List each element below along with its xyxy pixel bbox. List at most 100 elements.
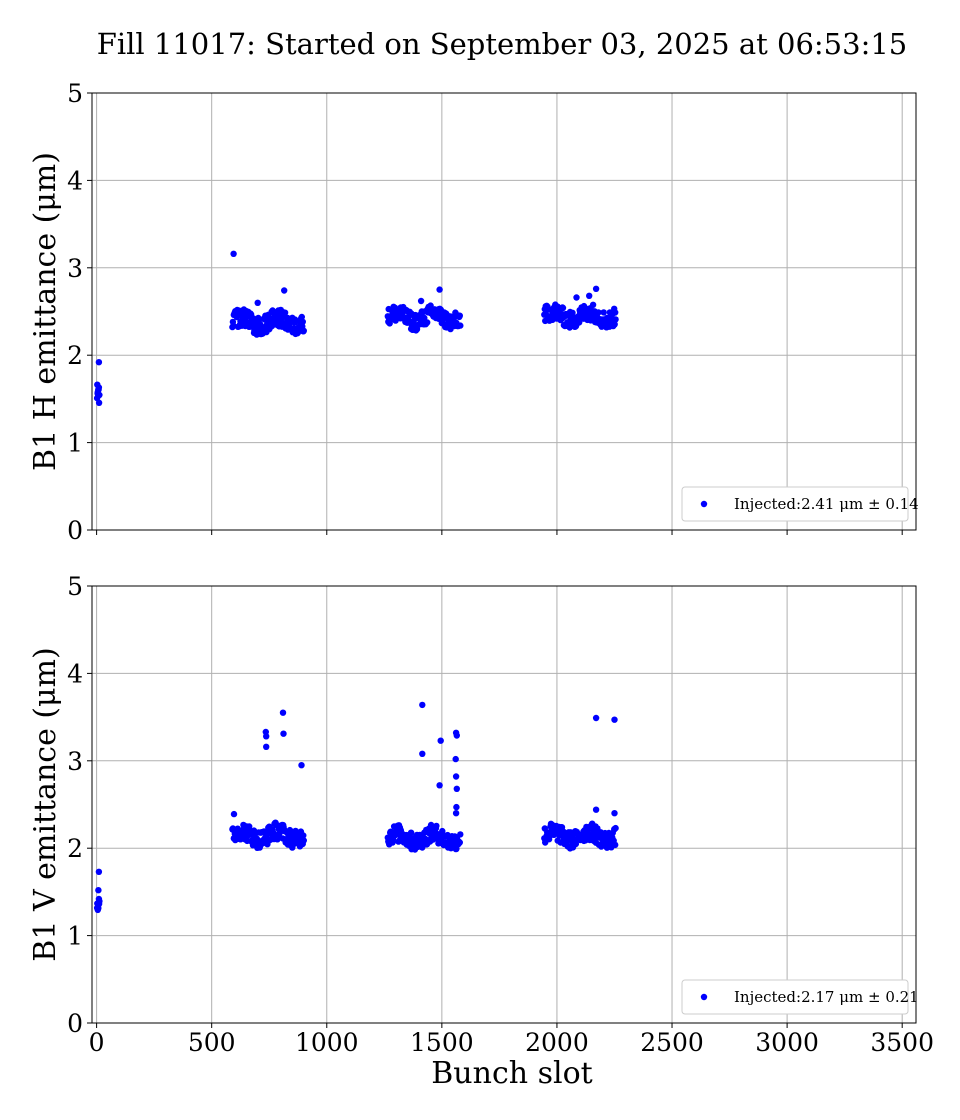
x-tick-label: 0 xyxy=(89,1028,105,1057)
data-point xyxy=(436,782,443,789)
data-point xyxy=(611,321,618,328)
x-axis-label: Bunch slot xyxy=(431,1056,592,1091)
data-point xyxy=(569,309,576,316)
data-point xyxy=(96,898,103,905)
data-point xyxy=(573,294,580,301)
data-point xyxy=(300,837,307,844)
data-point xyxy=(595,309,602,316)
legend-label: Injected:2.41 μm ± 0.14 xyxy=(734,495,919,513)
data-point xyxy=(279,709,287,716)
data-point xyxy=(263,743,270,750)
y-axis-label: B1 H emittance (μm) xyxy=(28,152,63,471)
data-point xyxy=(600,309,607,316)
figure-title: Fill 11017: Started on September 03, 202… xyxy=(97,27,908,61)
data-point xyxy=(95,359,103,366)
data-point xyxy=(300,832,307,839)
y-tick-label: 0 xyxy=(67,516,83,545)
data-point xyxy=(611,716,618,723)
y-tick-label: 2 xyxy=(67,834,83,863)
data-point xyxy=(95,384,103,391)
x-tick-label: 1500 xyxy=(410,1028,474,1057)
data-point xyxy=(300,327,307,334)
data-point xyxy=(559,304,567,312)
legend-box xyxy=(681,486,909,522)
data-point xyxy=(456,312,463,319)
data-point xyxy=(298,762,305,769)
x-tick-label: 3000 xyxy=(755,1028,819,1057)
data-point xyxy=(612,309,619,316)
data-point xyxy=(589,301,597,308)
legend-marker xyxy=(700,500,708,508)
y-tick-label: 0 xyxy=(67,1009,83,1038)
data-point xyxy=(453,803,460,811)
data-point xyxy=(437,737,444,744)
y-axis-label: B1 V emittance (μm) xyxy=(28,647,63,961)
data-point xyxy=(419,701,426,709)
plot-frame xyxy=(91,92,917,531)
y-tick-label: 4 xyxy=(67,659,83,688)
y-tick-label: 1 xyxy=(67,429,83,458)
data-point xyxy=(456,839,463,846)
y-tick-label: 3 xyxy=(67,254,83,283)
data-point xyxy=(611,810,618,817)
x-tick-label: 2500 xyxy=(640,1028,704,1057)
legend-marker xyxy=(700,993,708,1001)
legend: Injected:2.17 μm ± 0.21 xyxy=(681,979,919,1015)
data-point xyxy=(612,824,619,832)
data-point xyxy=(281,287,288,294)
data-point xyxy=(612,841,619,849)
data-point xyxy=(453,785,460,792)
data-point xyxy=(96,391,103,399)
data-point xyxy=(230,810,238,818)
data-point xyxy=(612,316,619,323)
data-point xyxy=(419,750,426,757)
data-point xyxy=(424,319,431,326)
panel-2: 0 500 1000 1500 2000 2500 3000 3500 0 1 2 3 4 5 B1 V e… xyxy=(28,572,934,1091)
data-point xyxy=(280,730,287,737)
data-point xyxy=(433,822,440,830)
data-point xyxy=(291,316,299,323)
x-tick-label: 3500 xyxy=(870,1028,934,1057)
data-point xyxy=(230,250,237,257)
data-point xyxy=(281,309,289,316)
data-point xyxy=(586,292,593,299)
y-tick-label: 3 xyxy=(67,747,83,776)
data-point xyxy=(453,732,460,739)
y-tick-label: 1 xyxy=(67,922,83,951)
data-point xyxy=(452,810,460,817)
data-point xyxy=(95,887,102,894)
data-point xyxy=(576,319,583,326)
data-point xyxy=(592,714,600,722)
panels: 0 1 2 3 4 5 B1 H emittance (μm) Injected:2.41 μ… xyxy=(28,79,934,1091)
data-point xyxy=(417,297,425,305)
data-point xyxy=(299,318,306,325)
legend: Injected:2.41 μm ± 0.14 xyxy=(681,486,919,522)
data-point xyxy=(407,829,415,836)
y-tick-label: 5 xyxy=(67,572,83,601)
data-point xyxy=(452,755,459,763)
data-point xyxy=(592,806,600,813)
data-point xyxy=(436,286,443,293)
data-point xyxy=(592,285,600,292)
data-point xyxy=(452,773,460,780)
x-tick-label: 2000 xyxy=(525,1028,589,1057)
data-point xyxy=(298,313,305,321)
plot-frame xyxy=(91,585,917,1024)
y-tick-label: 5 xyxy=(67,79,83,108)
legend-box xyxy=(681,979,909,1015)
data-point xyxy=(95,868,103,875)
panel-1: 0 1 2 3 4 5 B1 H emittance (μm) Injected:2.41 μ… xyxy=(28,79,919,545)
x-tick-label: 1000 xyxy=(295,1028,359,1057)
data-point xyxy=(457,322,464,329)
x-tick-label: 500 xyxy=(188,1028,236,1057)
data-point xyxy=(95,399,103,406)
data-point xyxy=(457,831,464,838)
data-point xyxy=(572,840,580,848)
y-tick-label: 2 xyxy=(67,341,83,370)
data-point xyxy=(263,733,270,740)
y-tick-label: 4 xyxy=(67,166,83,195)
data-point xyxy=(254,299,261,306)
legend-label: Injected:2.17 μm ± 0.21 xyxy=(734,988,919,1006)
data-point xyxy=(570,835,578,843)
